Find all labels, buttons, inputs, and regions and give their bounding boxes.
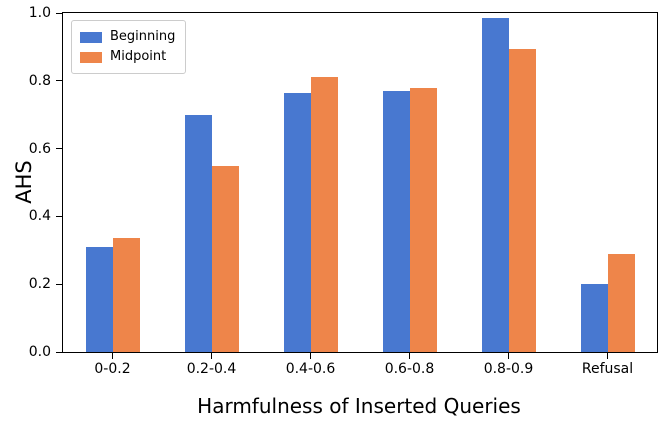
y-tick-label: 0.8 (28, 72, 51, 89)
y-tick (56, 12, 63, 14)
bar-beginning-0.2-0.4 (184, 114, 212, 352)
x-tick (409, 352, 410, 359)
y-tick (56, 80, 63, 82)
x-tick-label: 0.2-0.4 (186, 361, 237, 377)
x-tick (508, 352, 509, 359)
legend-swatch (80, 31, 102, 43)
x-axis-label: Harmfulness of Inserted Queries (197, 394, 521, 418)
y-tick (56, 283, 63, 285)
legend-label: Midpoint (110, 49, 167, 64)
bar-beginning-0.8-0.9 (481, 18, 509, 352)
bar-midpoint-0-0.2 (112, 238, 140, 352)
x-tick-label: 0-0.2 (94, 361, 131, 377)
x-tick-label: 0.6-0.8 (384, 361, 435, 377)
bar-midpoint-0.6-0.8 (409, 87, 437, 352)
y-tick-label: 0.2 (28, 276, 51, 293)
y-tick-label: 1.0 (28, 5, 51, 21)
y-axis-label: AHS (11, 160, 36, 204)
y-tick-label: 0.0 (28, 344, 51, 360)
bar-midpoint-0.8-0.9 (508, 48, 536, 352)
bar-midpoint-0.4-0.6 (310, 77, 338, 352)
legend: Beginning Midpoint (71, 20, 187, 74)
bar-beginning-0.4-0.6 (283, 92, 311, 352)
x-tick-label: Refusal (581, 361, 634, 377)
y-tick (56, 148, 63, 150)
y-tick-label: 0.4 (28, 208, 51, 225)
x-tick (607, 352, 608, 359)
legend-swatch (80, 51, 102, 63)
bar-beginning-Refusal (580, 284, 608, 352)
bar-beginning-0-0.2 (85, 246, 113, 352)
bar-midpoint-Refusal (607, 253, 635, 352)
y-tick-label: 0.6 (28, 140, 51, 157)
legend-item: Midpoint (80, 47, 175, 67)
x-tick-label: 0.8-0.9 (483, 361, 534, 377)
x-tick (310, 352, 311, 359)
x-tick (112, 352, 113, 359)
x-tick-label: 0.4-0.6 (285, 361, 336, 377)
y-tick (56, 351, 63, 353)
x-tick (211, 352, 212, 359)
plot-area: Beginning Midpoint 0.0 0.2 0.4 0.6 0.8 1.0 0-0… (29, 5, 658, 377)
y-tick (56, 215, 63, 217)
legend-label: Beginning (110, 29, 176, 44)
legend-item: Beginning (80, 27, 175, 47)
bar-beginning-0.6-0.8 (382, 90, 410, 352)
bar-midpoint-0.2-0.4 (211, 165, 239, 352)
